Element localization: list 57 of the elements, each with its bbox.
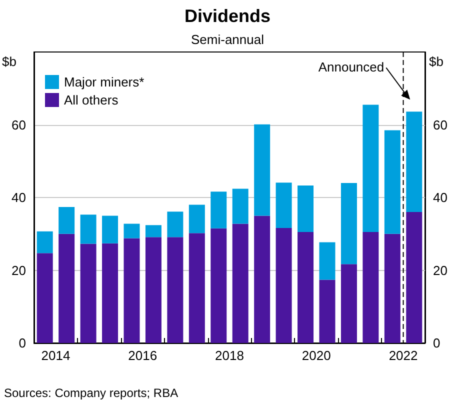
bar xyxy=(298,232,314,343)
x-tick-label: 2022 xyxy=(388,348,418,363)
bar xyxy=(80,214,96,244)
bar xyxy=(102,216,118,244)
y2-tick-label: 60 xyxy=(433,117,448,132)
x-tick-label: 2018 xyxy=(215,348,244,363)
y-tick-label: 60 xyxy=(12,117,26,132)
bar xyxy=(210,192,227,228)
y-axis-title: $b xyxy=(2,54,16,69)
bar xyxy=(188,233,205,343)
bar xyxy=(167,212,184,238)
bar xyxy=(188,204,205,234)
y2-axis-title: $b xyxy=(429,54,444,69)
source-note: Sources: Company reports; RBA xyxy=(4,386,178,400)
bar xyxy=(362,232,379,343)
y-tick-label: 20 xyxy=(12,262,26,278)
bar xyxy=(102,243,118,343)
bar xyxy=(319,242,336,280)
bar xyxy=(58,206,75,234)
chart-subtitle: Semi-annual xyxy=(191,32,264,47)
legend-label: Major miners* xyxy=(64,74,144,90)
bar xyxy=(58,234,75,343)
y2-tick-label: 20 xyxy=(433,262,448,278)
bar xyxy=(254,216,270,343)
x-tick-label: 2020 xyxy=(302,348,331,363)
bar xyxy=(232,188,248,224)
bar xyxy=(298,185,314,232)
bar xyxy=(210,228,227,343)
bar xyxy=(406,212,422,343)
annotation: Announced xyxy=(318,60,384,75)
bar xyxy=(319,280,336,343)
bar xyxy=(124,224,140,238)
bar xyxy=(145,237,162,343)
bar xyxy=(232,224,248,343)
bar xyxy=(340,182,357,264)
x-tick-label: 2016 xyxy=(128,348,158,363)
bar xyxy=(145,225,162,238)
bar xyxy=(167,237,184,343)
bar xyxy=(36,253,53,343)
bar xyxy=(384,234,400,343)
bar xyxy=(276,228,292,343)
bar xyxy=(276,182,292,228)
bar xyxy=(340,264,357,343)
y2-tick-label: 0 xyxy=(433,336,440,350)
bar xyxy=(124,238,140,343)
bar xyxy=(36,231,53,254)
bar xyxy=(362,104,379,232)
x-tick-label: 2014 xyxy=(41,348,70,363)
bar xyxy=(80,244,96,343)
bar xyxy=(406,112,422,212)
bar xyxy=(384,130,400,234)
y-tick-label: 40 xyxy=(12,190,26,205)
legend-label: All others xyxy=(64,92,119,108)
bar xyxy=(254,124,270,216)
y-tick-label: 0 xyxy=(18,336,26,350)
y2-tick-label: 40 xyxy=(433,190,448,205)
chart-title: Dividends xyxy=(184,6,271,26)
